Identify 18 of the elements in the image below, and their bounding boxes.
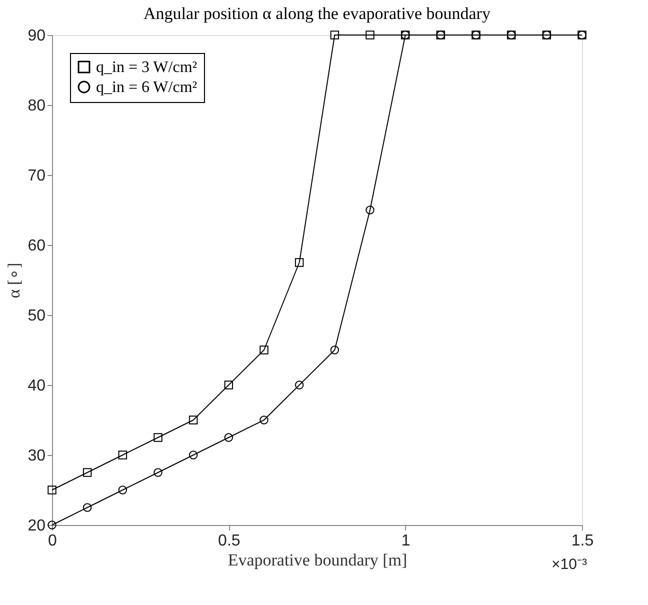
y-tick-label: 20: [28, 518, 46, 534]
chart-title: Angular position α along the evaporative boundary: [144, 4, 491, 23]
y-tick-label: 70: [28, 168, 46, 184]
x-tick-label: 0: [48, 532, 58, 550]
y-tick-label: 40: [28, 378, 46, 394]
x-tick-label: 1.5: [571, 532, 594, 550]
x-tick-label: 1: [401, 532, 410, 550]
y-tick-label: 50: [28, 308, 46, 324]
y-tick-label: 60: [28, 238, 46, 254]
legend-label: q_in = 6 W/cm²: [96, 79, 198, 96]
x-axis-title: Evaporative boundary [m]: [228, 550, 408, 570]
y-tick-label: 30: [28, 448, 46, 464]
x-tick-label: 0.5: [218, 532, 240, 550]
y-tick-label: 80: [28, 98, 46, 114]
y-tick-label: 90: [28, 28, 46, 44]
text: ×10⁻³: [552, 556, 587, 573]
y-axis-title: α [∘]: [4, 262, 24, 298]
legend-label: q_in = 3 W/cm²: [96, 59, 198, 76]
